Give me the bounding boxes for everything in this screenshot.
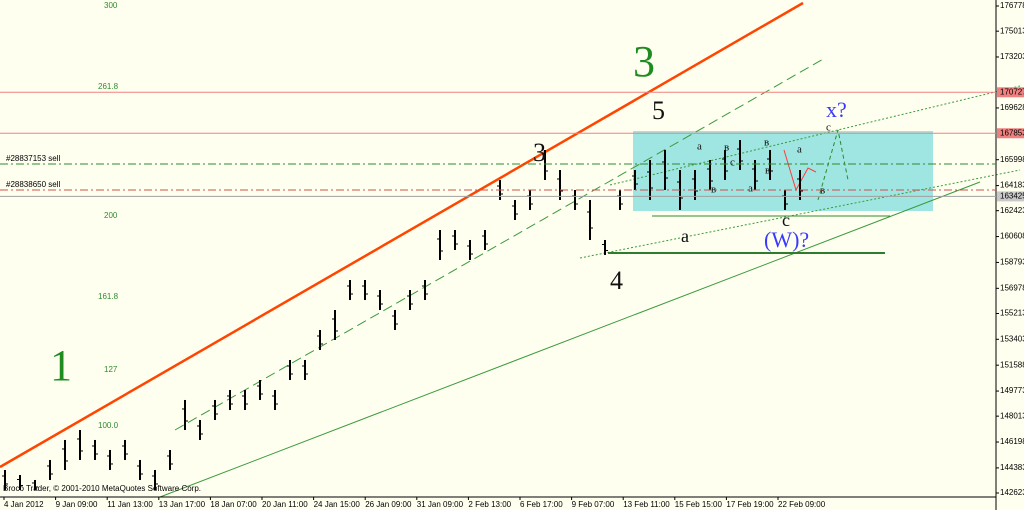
projection — [783, 149, 817, 192]
channel-top — [0, 1, 804, 469]
wave-label: (W)? — [764, 227, 809, 252]
wave-label: 3 — [633, 37, 655, 86]
wave-label: в — [711, 184, 716, 196]
y-tick-label: 176778 — [1000, 1, 1024, 10]
wave-label: c — [826, 122, 831, 134]
wave-label: в — [765, 165, 770, 177]
x-tick-label: 9 Jan 09:00 — [56, 500, 98, 509]
y-tick-label: 164183 — [1000, 181, 1024, 190]
fib-label: 300 — [104, 1, 118, 10]
y-tick-label: 165998 — [1000, 155, 1024, 164]
y-tick-label: 144383 — [1000, 463, 1024, 472]
y-tick-label: 146198 — [1000, 437, 1024, 446]
x-tick-label: 9 Feb 07:00 — [572, 500, 615, 509]
wave-label: a — [681, 226, 689, 246]
y-tick-label: 148013 — [1000, 411, 1024, 420]
x-tick-label: 17 Feb 19:00 — [726, 500, 774, 509]
wave-label: c — [730, 157, 735, 169]
y-tick-label: 142623 — [1000, 488, 1024, 497]
wave-label: в — [820, 185, 825, 197]
fib-label: 100.0 — [98, 421, 119, 430]
wave-label: x? — [826, 97, 847, 122]
wave-label: a — [697, 141, 702, 153]
wave-label: 3 — [533, 138, 546, 167]
y-tick-label: 173203 — [1000, 52, 1024, 61]
x-tick-label: 24 Jan 15:00 — [314, 500, 361, 509]
wave-label: a — [748, 183, 753, 195]
price-label: 163425 — [1000, 192, 1024, 201]
y-tick-label: 169628 — [1000, 103, 1024, 112]
price-label-bg — [997, 87, 1024, 98]
x-tick-label: 13 Jan 17:00 — [159, 500, 206, 509]
y-tick-label: 149773 — [1000, 386, 1024, 395]
fib-label: 161.8 — [98, 292, 119, 301]
y-tick-label: 160608 — [1000, 232, 1024, 241]
y-tick-label: 162423 — [1000, 206, 1024, 215]
fib-label: 127 — [104, 365, 118, 374]
price-label-bg — [997, 191, 1024, 202]
x-tick-label: 22 Feb 09:00 — [778, 500, 826, 509]
order-label: #28837153 sell — [6, 154, 60, 163]
x-tick-label: 20 Jan 11:00 — [262, 500, 308, 509]
channel-mid — [174, 57, 826, 431]
channel-bottom — [159, 181, 981, 498]
y-tick-label: 153403 — [1000, 334, 1024, 343]
consolidation-box — [633, 131, 933, 211]
wave-label: в — [764, 137, 769, 149]
x-tick-label: 13 Feb 11:00 — [623, 500, 670, 509]
y-tick-label: 155213 — [1000, 309, 1024, 318]
fib-label: 200 — [104, 211, 118, 220]
y-tick-label: 175013 — [1000, 26, 1024, 35]
order-label: #28838650 sell — [6, 180, 60, 189]
copyright: Broco Trader, © 2001-2010 MetaQuotes Sof… — [3, 484, 201, 493]
wave-label: c — [782, 210, 790, 230]
x-tick-label: 6 Feb 17:00 — [520, 500, 563, 509]
fib-label: 261.8 — [98, 82, 119, 91]
y-tick-label: 156978 — [1000, 283, 1024, 292]
y-tick-label: 151588 — [1000, 360, 1024, 369]
wave-label: 5 — [652, 96, 665, 125]
x-tick-label: 11 Jan 13:00 — [107, 500, 153, 509]
x-tick-label: 18 Jan 07:00 — [210, 500, 257, 509]
wave-label: 1 — [50, 341, 72, 390]
price-label: 167853 — [1000, 128, 1024, 137]
price-label-bg — [997, 128, 1024, 139]
x-tick-label: 31 Jan 09:00 — [417, 500, 464, 509]
projection — [817, 129, 849, 201]
wave-label: a — [797, 144, 802, 156]
wave-label: в — [724, 142, 729, 154]
y-tick-label: 158793 — [1000, 258, 1024, 267]
x-tick-label: 15 Feb 15:00 — [675, 500, 723, 509]
price-label: 170727 — [1000, 87, 1024, 96]
x-tick-label: 26 Jan 09:00 — [365, 500, 412, 509]
wave-label: 4 — [610, 266, 623, 295]
x-tick-label: 2 Feb 13:00 — [468, 500, 511, 509]
trend-dotted — [579, 169, 1021, 259]
x-tick-label: 4 Jan 2012 — [4, 500, 44, 509]
